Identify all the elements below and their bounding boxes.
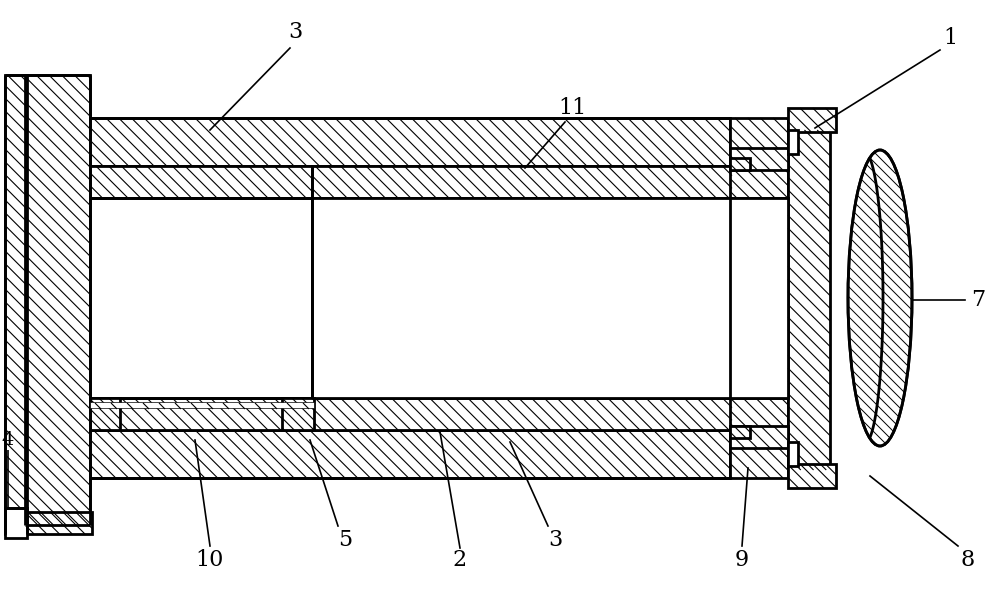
Text: 10: 10 — [196, 549, 224, 571]
Text: 2: 2 — [453, 549, 467, 571]
Bar — [312, 398, 732, 430]
Bar — [788, 108, 836, 132]
Bar — [730, 118, 788, 166]
Bar — [730, 426, 788, 448]
Bar — [90, 398, 120, 430]
Bar — [90, 430, 730, 478]
Text: 4: 4 — [2, 431, 14, 449]
Bar — [730, 158, 750, 170]
Text: 3: 3 — [288, 21, 302, 43]
Bar — [730, 198, 788, 398]
Text: 8: 8 — [961, 549, 975, 571]
Bar — [730, 398, 788, 430]
Bar — [788, 130, 830, 470]
Bar — [282, 398, 314, 430]
Bar — [90, 402, 314, 408]
Bar — [5, 512, 92, 534]
Bar — [730, 430, 788, 478]
Bar — [730, 426, 750, 438]
Bar — [90, 166, 312, 198]
Bar — [90, 398, 312, 430]
Bar — [90, 118, 730, 166]
Text: 7: 7 — [971, 289, 985, 311]
Bar — [788, 442, 798, 466]
Bar — [730, 166, 788, 198]
Bar — [730, 148, 788, 170]
Bar — [788, 464, 836, 488]
Bar — [5, 508, 27, 538]
Text: 3: 3 — [548, 529, 562, 551]
Text: 5: 5 — [338, 529, 352, 551]
Bar — [312, 166, 732, 198]
Bar — [312, 198, 732, 398]
Bar — [90, 198, 312, 398]
Ellipse shape — [848, 150, 912, 446]
Text: 9: 9 — [735, 549, 749, 571]
Text: 1: 1 — [943, 27, 957, 49]
Bar — [788, 130, 798, 154]
Bar — [5, 75, 27, 525]
Bar — [25, 75, 90, 525]
Text: 11: 11 — [558, 97, 586, 119]
